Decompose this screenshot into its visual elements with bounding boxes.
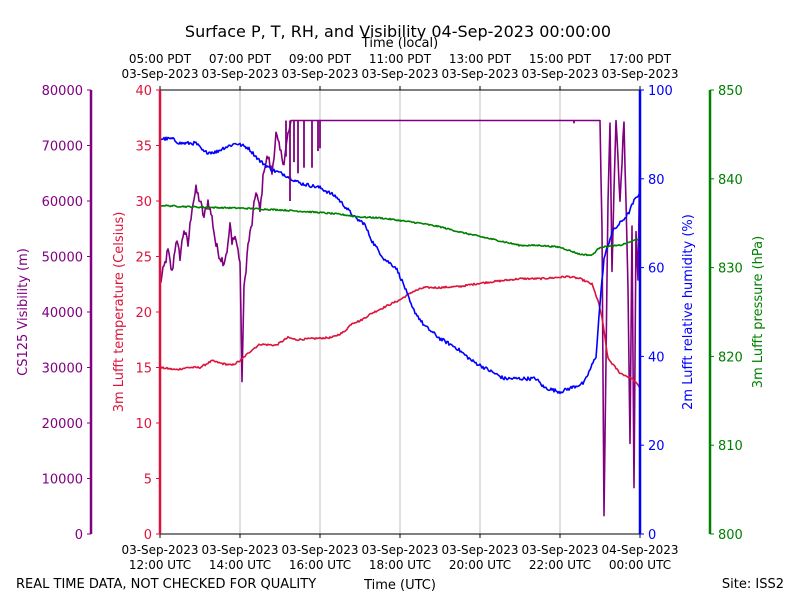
temperature-tick-label-8: 40 — [135, 84, 152, 99]
footer-quality-note: REAL TIME DATA, NOT CHECKED FOR QUALITY — [16, 577, 316, 592]
x-bottom-tick-time-1: 14:00 UTC — [209, 558, 271, 572]
x-top-tick-date-0: 03-Sep-2023 — [121, 67, 198, 81]
humidity-tick-label-4: 80 — [648, 173, 665, 188]
temperature-tick-label-4: 20 — [135, 306, 152, 321]
temperature-tick-label-5: 25 — [135, 251, 152, 266]
visibility-tick-label-6: 60000 — [42, 195, 83, 210]
x-top-tick-time-3: 11:00 PDT — [369, 52, 432, 66]
x-top-tick-time-0: 05:00 PDT — [129, 52, 192, 66]
x-bottom-tick-date-5: 03-Sep-2023 — [521, 543, 598, 557]
x-top-tick-time-5: 15:00 PDT — [529, 52, 592, 66]
temperature-tick-label-0: 0 — [144, 528, 152, 543]
x-bottom-tick-time-4: 20:00 UTC — [449, 558, 511, 572]
humidity-tick-label-0: 0 — [648, 528, 656, 543]
temperature-tick-label-7: 35 — [135, 140, 152, 155]
visibility-axis-label: CS125 Visibility (m) — [16, 248, 31, 376]
x-bottom-tick-date-4: 03-Sep-2023 — [441, 543, 518, 557]
x-bottom-tick-time-0: 12:00 UTC — [129, 558, 191, 572]
visibility-tick-label-3: 30000 — [42, 362, 83, 377]
visibility-tick-label-0: 0 — [75, 528, 83, 543]
x-bottom-axis-label: Time (UTC) — [363, 578, 436, 593]
x-top-tick-time-2: 09:00 PDT — [289, 52, 352, 66]
pressure-tick-label-0: 800 — [718, 528, 743, 543]
x-bottom-tick-time-3: 18:00 UTC — [369, 558, 431, 572]
visibility-tick-label-5: 50000 — [42, 251, 83, 266]
pressure-axis-label: 3m Lufft pressure (hPa) — [751, 236, 766, 388]
humidity-axis-label: 2m Lufft relative humidity (%) — [681, 214, 696, 410]
visibility-tick-label-7: 70000 — [42, 140, 83, 155]
x-top-tick-date-2: 03-Sep-2023 — [281, 67, 358, 81]
temperature-tick-label-1: 5 — [144, 473, 152, 488]
visibility-tick-label-4: 40000 — [42, 306, 83, 321]
humidity-tick-label-2: 40 — [648, 350, 665, 365]
x-top-tick-date-6: 03-Sep-2023 — [601, 67, 678, 81]
pressure-tick-label-2: 820 — [718, 350, 743, 365]
x-bottom-tick-time-6: 00:00 UTC — [609, 558, 671, 572]
x-top-tick-time-4: 13:00 PDT — [449, 52, 512, 66]
x-bottom-tick-date-3: 03-Sep-2023 — [361, 543, 438, 557]
humidity-tick-label-3: 60 — [648, 262, 665, 277]
x-bottom-tick-date-2: 03-Sep-2023 — [281, 543, 358, 557]
visibility-tick-label-2: 20000 — [42, 417, 83, 432]
visibility-tick-label-8: 80000 — [42, 84, 83, 99]
humidity-tick-label-5: 100 — [648, 84, 673, 99]
x-top-tick-date-1: 03-Sep-2023 — [201, 67, 278, 81]
visibility-tick-label-1: 10000 — [42, 473, 83, 488]
pressure-tick-label-4: 840 — [718, 173, 743, 188]
temperature-axis-label: 3m Lufft temperature (Celsius) — [112, 212, 127, 413]
humidity-tick-label-1: 20 — [648, 439, 665, 454]
right-axes: 0 20 40 60 80 100 2m Lufft relative humidity (… — [640, 84, 766, 543]
chart-figure: Surface P, T, RH, and Visibility 04-Sep-… — [0, 0, 800, 600]
pressure-tick-label-3: 830 — [718, 262, 743, 277]
footer-site: Site: ISS2 — [722, 577, 784, 592]
temperature-tick-label-3: 15 — [135, 362, 152, 377]
x-bottom-tick-date-1: 03-Sep-2023 — [201, 543, 278, 557]
x-top-axis-label: Time (local) — [361, 36, 438, 51]
x-bottom-tick-date-0: 03-Sep-2023 — [121, 543, 198, 557]
x-top-tick-date-4: 03-Sep-2023 — [441, 67, 518, 81]
x-bottom-tick-time-2: 16:00 UTC — [289, 558, 351, 572]
pressure-tick-label-1: 810 — [718, 439, 743, 454]
x-top-tick-time-1: 07:00 PDT — [209, 52, 272, 66]
grid-lines — [240, 90, 560, 534]
x-bottom-tick-time-5: 22:00 UTC — [529, 558, 591, 572]
temperature-tick-label-6: 30 — [135, 195, 152, 210]
temperature-tick-label-2: 10 — [135, 417, 152, 432]
left-axes: 0 10000 20000 30000 40000 50000 60000 70000 8000… — [16, 84, 160, 543]
pressure-tick-label-5: 850 — [718, 84, 743, 99]
x-top-tick-date-3: 03-Sep-2023 — [361, 67, 438, 81]
x-bottom-tick-date-6: 04-Sep-2023 — [601, 543, 678, 557]
x-top-tick-date-5: 03-Sep-2023 — [521, 67, 598, 81]
x-top-tick-time-6: 17:00 PDT — [609, 52, 672, 66]
